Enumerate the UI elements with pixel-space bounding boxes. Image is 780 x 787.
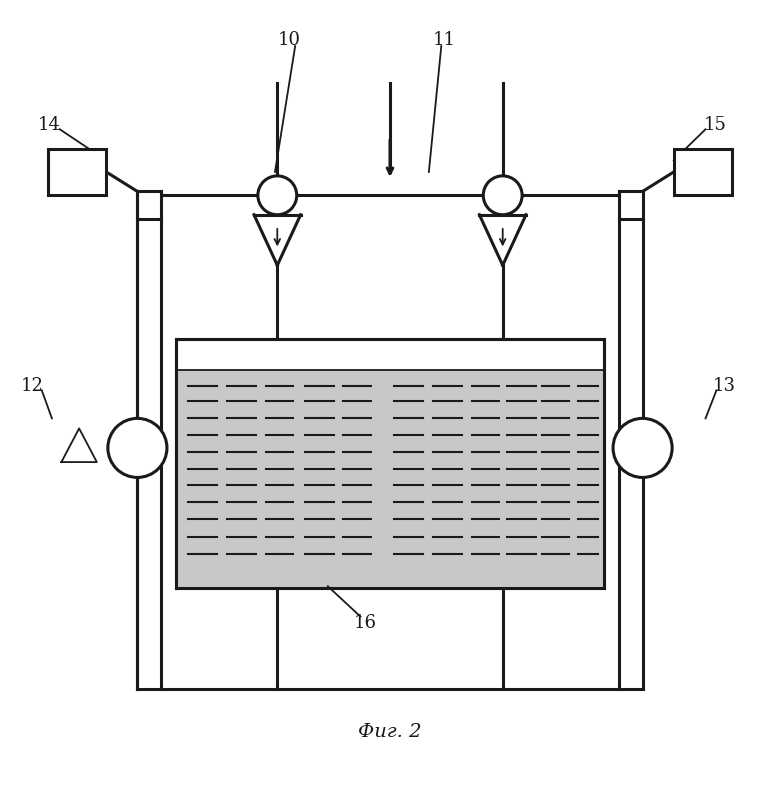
- Text: 16: 16: [353, 614, 377, 632]
- Circle shape: [613, 419, 672, 478]
- Text: 13: 13: [713, 377, 736, 395]
- Bar: [48, 149, 106, 195]
- Text: 14: 14: [38, 116, 61, 135]
- Text: 11: 11: [433, 31, 456, 49]
- Text: 15: 15: [704, 116, 726, 135]
- Text: 12: 12: [21, 377, 44, 395]
- Bar: [176, 339, 604, 588]
- Text: Фиг. 2: Фиг. 2: [358, 722, 422, 741]
- Circle shape: [258, 176, 296, 215]
- Bar: [176, 370, 604, 588]
- Text: 10: 10: [278, 31, 300, 49]
- Circle shape: [108, 419, 167, 478]
- Bar: [674, 149, 732, 195]
- Circle shape: [484, 176, 522, 215]
